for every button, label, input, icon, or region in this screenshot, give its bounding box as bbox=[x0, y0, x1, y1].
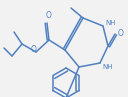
Text: O: O bbox=[46, 10, 52, 19]
Text: NH: NH bbox=[105, 20, 115, 26]
Text: O: O bbox=[118, 29, 124, 38]
Text: NH: NH bbox=[102, 64, 113, 70]
Text: O: O bbox=[31, 45, 37, 55]
